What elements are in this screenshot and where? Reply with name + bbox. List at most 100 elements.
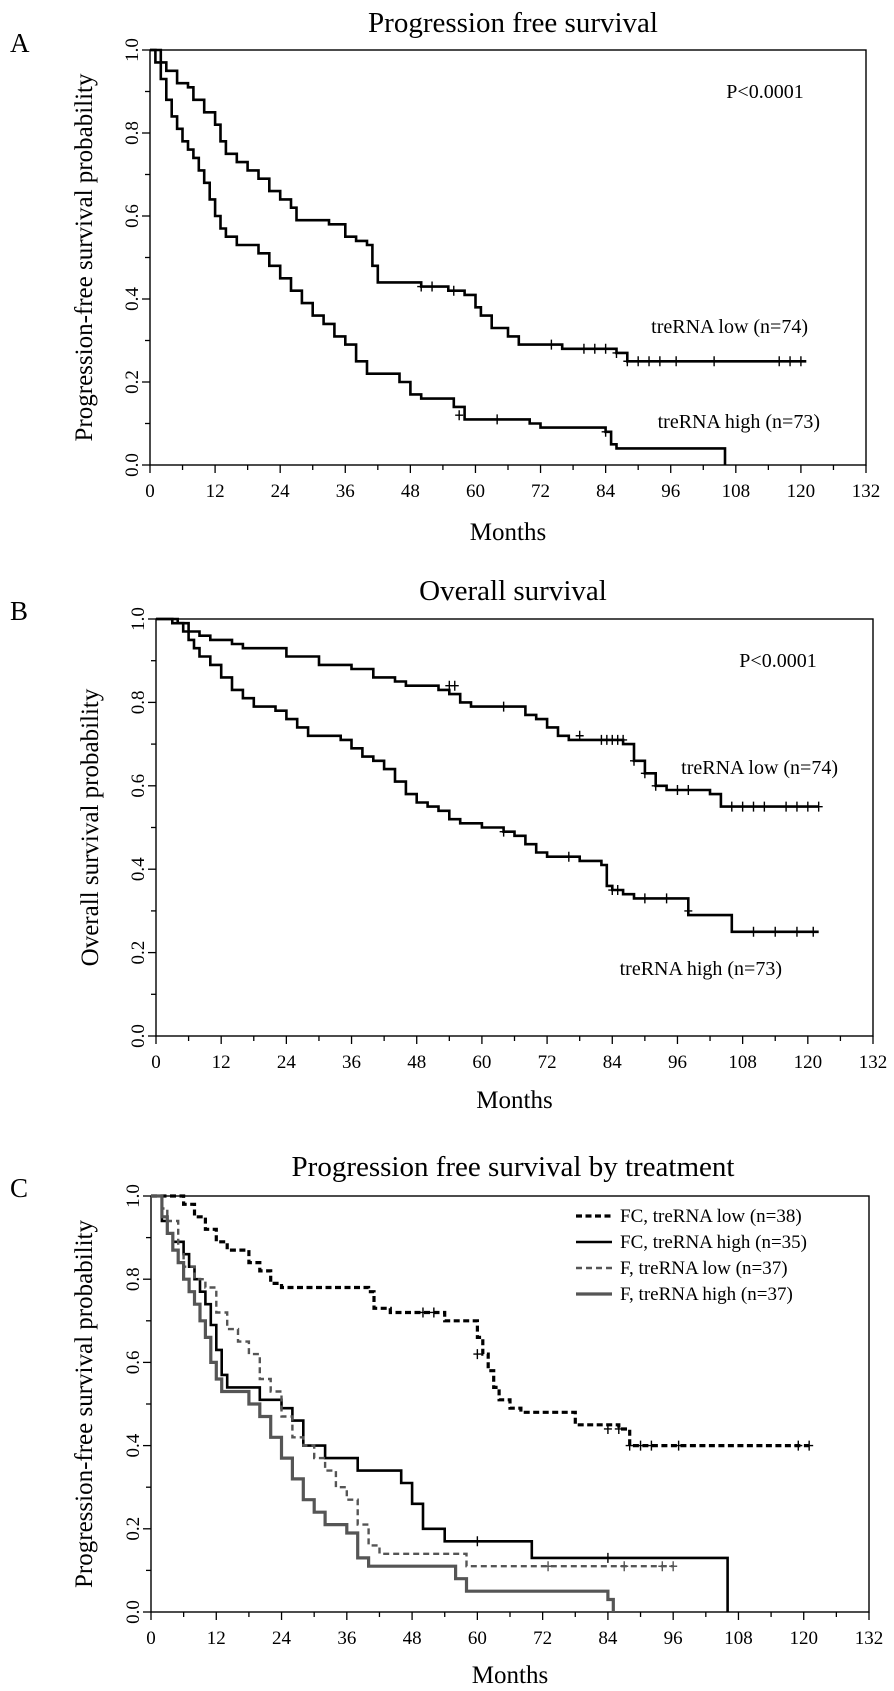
y-tick-label: 0.4 (123, 1433, 144, 1457)
x-tick-label: 132 (852, 481, 881, 502)
x-tick-label: 84 (596, 481, 616, 502)
x-tick-label: 0 (151, 1052, 161, 1073)
censor-mark (809, 926, 818, 937)
chart-title: Overall survival (419, 575, 607, 607)
x-tick-label: 108 (728, 1052, 757, 1073)
y-tick-label: 0.2 (128, 941, 149, 965)
censor-mark (673, 784, 682, 795)
censor-mark (455, 410, 464, 421)
x-tick-label: 0 (146, 1628, 156, 1649)
x-tick-label: 12 (206, 481, 225, 502)
x-tick-label: 132 (859, 1052, 888, 1073)
x-tick-label: 84 (603, 1052, 623, 1073)
series-label: treRNA high (n=73) (658, 411, 820, 433)
series-line (150, 48, 727, 465)
censor-mark (674, 1440, 683, 1451)
x-tick-label: 12 (212, 1052, 231, 1073)
series-line (151, 1194, 810, 1448)
censor-mark (417, 281, 426, 292)
censor-mark (727, 801, 736, 812)
series-line (151, 1194, 615, 1612)
x-tick-label: 96 (661, 481, 680, 502)
x-tick-label: 72 (533, 1628, 552, 1649)
x-tick-label: 0 (145, 481, 155, 502)
censor-mark (473, 1349, 482, 1360)
y-tick-label: 0.8 (123, 1267, 144, 1291)
panel-letter: B (10, 596, 28, 626)
censor-mark (794, 1440, 803, 1451)
p-value-annotation: P<0.0001 (739, 650, 816, 672)
series-line (150, 48, 807, 363)
censor-mark (547, 339, 556, 350)
chart-panel-c: C Progression free survival by treatment 0… (10, 1151, 883, 1689)
series-line (156, 617, 819, 934)
x-axis-label: Months (472, 1662, 548, 1689)
censor-mark (613, 885, 622, 896)
censor-mark (710, 356, 719, 367)
x-tick-label: 120 (789, 1628, 818, 1649)
y-tick-label: 0.2 (122, 370, 143, 394)
censor-mark (760, 801, 769, 812)
y-tick-label: 0.8 (122, 121, 143, 145)
censor-mark (662, 893, 671, 904)
x-tick-label: 120 (794, 1052, 823, 1073)
y-tick-label: 0.6 (128, 774, 149, 798)
censor-mark (669, 1561, 678, 1572)
x-axis-label: Months (470, 519, 546, 546)
x-tick-label: 12 (207, 1628, 226, 1649)
censor-mark (450, 680, 459, 691)
p-value-annotation: P<0.0001 (726, 81, 803, 103)
censor-mark (738, 801, 747, 812)
censor-mark (493, 414, 502, 425)
censor-mark (544, 1561, 553, 1572)
censor-mark (636, 1440, 645, 1451)
legend-entry: FC, treRNA low (n=38) (620, 1206, 802, 1227)
x-tick-label: 36 (336, 481, 355, 502)
censor-mark (684, 905, 693, 916)
chart-panel-a: A Progression free survival 0.0 0.2 0.4 0.6 0.… (10, 7, 880, 546)
censor-mark (658, 1561, 667, 1572)
chart-panel-b: B Overall survival 0.0 0.2 0.4 0.6 0.8 1.0 0 12 24… (10, 575, 887, 1114)
y-tick-label: 0.6 (123, 1351, 144, 1375)
censor-mark (590, 343, 599, 354)
x-tick-label: 48 (403, 1628, 422, 1649)
censor-mark (614, 1423, 623, 1434)
censor-mark (805, 1440, 814, 1451)
censor-mark (792, 801, 801, 812)
censor-mark (579, 343, 588, 354)
censor-mark (782, 801, 791, 812)
panel-letter: C (10, 1173, 28, 1203)
legend-entry: FC, treRNA high (n=35) (620, 1232, 807, 1253)
legend-entry: F, treRNA low (n=37) (620, 1258, 788, 1279)
censor-mark (655, 356, 664, 367)
x-tick-label: 96 (668, 1052, 687, 1073)
x-axis-label: Months (476, 1087, 552, 1114)
x-tick-label: 60 (466, 481, 485, 502)
censor-mark (796, 356, 805, 367)
x-tick-label: 72 (538, 1052, 557, 1073)
y-tick-label: 0.8 (128, 691, 149, 715)
censor-mark (803, 801, 812, 812)
censor-mark (651, 780, 660, 791)
x-tick-label: 72 (531, 481, 550, 502)
series-line (151, 1194, 729, 1612)
x-tick-label: 24 (271, 481, 291, 502)
y-axis-label: Progression-free survival probability (71, 73, 98, 441)
series-label: treRNA high (n=73) (620, 958, 782, 980)
x-tick-label: 36 (342, 1052, 361, 1073)
series-label: treRNA low (n=74) (651, 316, 808, 338)
censor-mark (564, 851, 573, 862)
censor-mark (775, 356, 784, 367)
y-axis-label: Progression-free survival probability (71, 1220, 98, 1588)
censor-mark (620, 1561, 629, 1572)
x-tick-label: 84 (598, 1628, 618, 1649)
censor-mark (634, 356, 643, 367)
censor-mark (603, 1552, 612, 1563)
plot-frame (149, 49, 867, 466)
x-tick-label: 108 (722, 481, 751, 502)
censor-mark (418, 1307, 427, 1318)
censor-mark (601, 426, 610, 437)
censor-mark (672, 356, 681, 367)
x-tick-label: 24 (272, 1628, 292, 1649)
